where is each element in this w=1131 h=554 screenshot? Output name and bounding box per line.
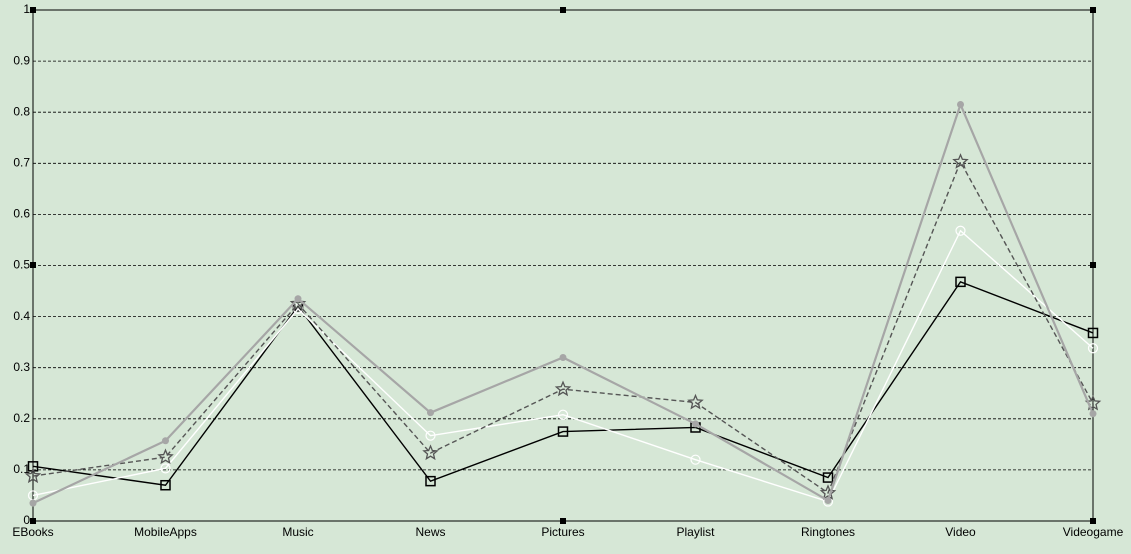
point (1087, 327, 1099, 339)
y-tick-label: 1 (23, 2, 30, 16)
point (289, 295, 307, 311)
point (160, 463, 171, 474)
y-tick-label: 0.8 (13, 104, 30, 118)
x-tick-label: EBooks (12, 525, 53, 539)
x-tick-label: News (415, 525, 445, 539)
point (957, 101, 964, 109)
x-tick-label: Ringtones (801, 525, 855, 539)
x-tick-label: MobileApps (134, 525, 197, 539)
point (157, 448, 174, 465)
y-tick-label: 0 (23, 513, 30, 527)
y-tick-label: 0.9 (13, 53, 30, 67)
y-tick-label: 0.4 (13, 309, 30, 323)
y-tick-label: 0.7 (13, 155, 30, 169)
point (557, 426, 569, 437)
x-tick-label: Music (282, 525, 313, 539)
point (559, 353, 567, 361)
point (955, 225, 966, 236)
point (27, 461, 39, 472)
point (160, 479, 171, 491)
point (1089, 410, 1097, 418)
point (427, 409, 434, 417)
x-tick-label: Video (945, 525, 976, 539)
series-line (32, 229, 1094, 503)
point (822, 472, 834, 483)
point (425, 430, 436, 441)
point (29, 499, 37, 507)
series-line (32, 160, 1094, 494)
point (162, 437, 169, 445)
point (819, 484, 837, 500)
y-tick-label: 0.2 (13, 411, 30, 425)
point (955, 276, 966, 288)
y-tick-label: 0.3 (13, 360, 30, 374)
point (824, 497, 832, 505)
point (690, 454, 701, 465)
point (425, 475, 436, 487)
point (692, 420, 699, 428)
point (687, 393, 704, 410)
point (422, 444, 439, 461)
point (294, 295, 302, 303)
y-tick-label: 0.5 (13, 258, 30, 272)
y-tick-label: 0.1 (13, 462, 30, 476)
x-tick-label: Playlist (676, 525, 715, 539)
series-line (32, 280, 1094, 486)
y-tick-label: 0.6 (13, 207, 30, 221)
point (24, 467, 42, 484)
point (557, 409, 569, 420)
x-tick-label: Videogame (1063, 525, 1124, 539)
point (1087, 343, 1099, 354)
point (554, 380, 572, 397)
x-tick-label: Pictures (541, 525, 584, 539)
point (952, 153, 969, 169)
